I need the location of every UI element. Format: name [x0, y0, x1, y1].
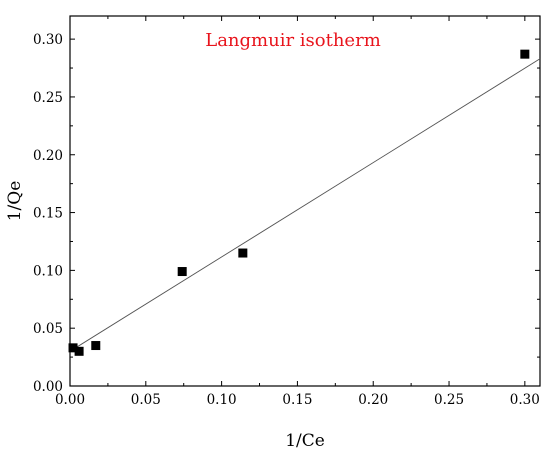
- y-tick-label: 0.30: [33, 32, 63, 48]
- data-point: [177, 267, 187, 277]
- plot-area: [69, 15, 541, 387]
- chart-title: Langmuir isotherm: [205, 30, 381, 51]
- y-tick-label: 0.05: [33, 321, 63, 337]
- plot-frame: [69, 15, 541, 387]
- x-tick-label: 0.20: [358, 392, 388, 408]
- x-tick-label: 0.25: [434, 392, 464, 408]
- data-point: [68, 343, 78, 353]
- x-axis-title: 1/Ce: [285, 431, 325, 451]
- data-point: [520, 49, 530, 59]
- data-point: [74, 346, 84, 356]
- y-axis-title: 1/Qe: [5, 181, 25, 222]
- fit-line-group: [69, 58, 541, 352]
- y-tick-label: 0.10: [33, 263, 63, 279]
- fit-line: [69, 58, 541, 352]
- x-tick-label: 0.15: [282, 392, 312, 408]
- x-tick-label: 0.30: [510, 392, 540, 408]
- y-tick-label: 0.20: [33, 148, 63, 164]
- y-tick-label: 0.15: [33, 206, 63, 222]
- x-tick-label: 0.10: [207, 392, 237, 408]
- data-points: [68, 49, 530, 356]
- y-tick-label: 0.25: [33, 90, 63, 106]
- y-tick-label: 0.00: [33, 379, 63, 395]
- x-tick-label: 0.00: [55, 392, 85, 408]
- data-point: [91, 341, 101, 351]
- x-tick-label: 0.05: [131, 392, 161, 408]
- data-point: [238, 248, 248, 258]
- axis-ticks: 0.00 0.05 0.10 0.15 0.20 0.25 0.30 0.00 0.05 0.10…: [33, 16, 540, 408]
